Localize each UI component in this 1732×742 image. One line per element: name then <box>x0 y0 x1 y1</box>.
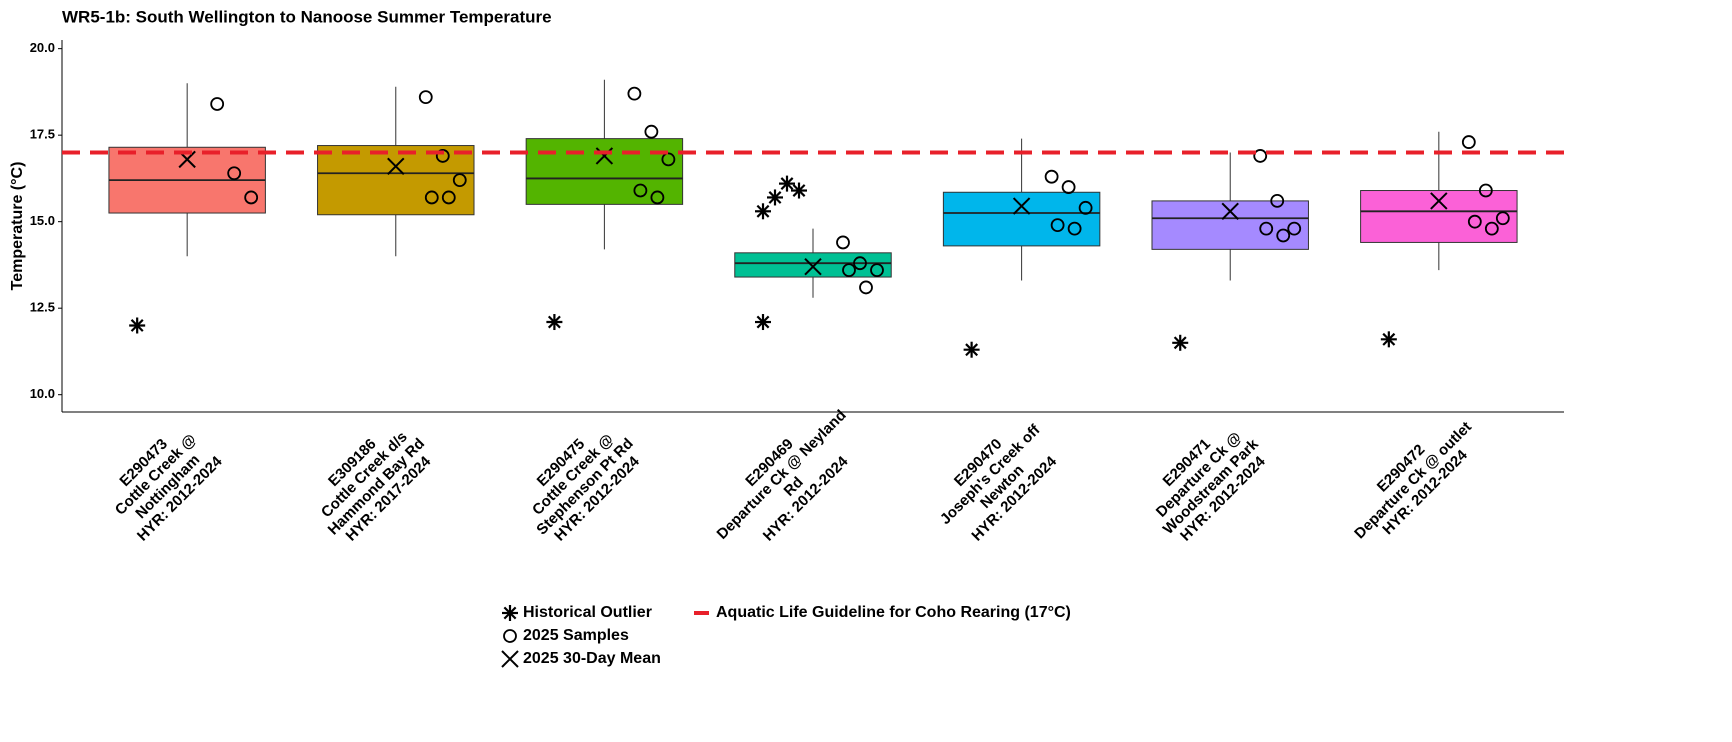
cross-stroke <box>387 157 405 176</box>
cross-stroke <box>501 650 519 668</box>
sample <box>1078 200 1093 215</box>
sample <box>227 166 242 181</box>
star-stroke <box>1382 332 1396 346</box>
cross-stroke <box>178 150 196 169</box>
star-stroke <box>965 343 979 357</box>
star-stroke <box>768 191 782 204</box>
legend-label: 2025 Samples <box>523 627 629 644</box>
star-stroke <box>756 315 770 329</box>
sample <box>1276 228 1291 243</box>
sample <box>633 183 648 198</box>
mean <box>387 157 405 176</box>
outlier <box>779 175 795 192</box>
outlier <box>767 189 783 206</box>
mean <box>1221 202 1239 221</box>
x-tick-label-line: Departure Ck @ outlet <box>1351 419 1475 543</box>
box <box>317 145 475 216</box>
star-stroke <box>756 204 770 218</box>
star-stroke <box>547 315 561 329</box>
sample <box>650 190 665 205</box>
sample <box>644 124 659 139</box>
sample <box>1467 214 1482 229</box>
sample <box>441 190 456 205</box>
sample <box>1253 149 1268 163</box>
sample <box>424 190 439 205</box>
sample <box>435 149 450 163</box>
sample <box>1270 194 1285 208</box>
legend-label: 2025 30-Day Mean <box>523 650 661 667</box>
box <box>734 252 892 278</box>
sample <box>244 190 259 205</box>
y-tick-label: 17.5 <box>30 127 55 142</box>
y-tick-label: 12.5 <box>30 300 55 315</box>
y-axis-label: Temperature (°C) <box>9 162 26 291</box>
sample <box>1044 169 1059 184</box>
cross-stroke <box>1221 202 1239 221</box>
sample <box>1259 221 1274 236</box>
cross-stroke <box>1430 192 1448 210</box>
star-stroke <box>503 606 517 620</box>
outlier <box>791 182 807 199</box>
sample <box>1050 218 1065 233</box>
cross-stroke <box>1012 197 1031 215</box>
legend-outlier-icon <box>502 605 518 621</box>
box <box>525 138 684 205</box>
star-stroke <box>130 319 144 332</box>
mean <box>1430 192 1448 210</box>
outlier <box>129 317 146 334</box>
sample <box>1484 221 1499 236</box>
cross-stroke <box>804 257 822 276</box>
legend-label: Historical Outlier <box>523 604 652 621</box>
box <box>942 191 1101 247</box>
sample <box>836 235 850 250</box>
sample <box>842 263 856 278</box>
sample <box>1461 135 1476 149</box>
sample <box>1495 211 1510 226</box>
sample <box>1478 183 1493 198</box>
outlier <box>546 314 563 331</box>
outlier <box>963 341 980 358</box>
mean <box>804 257 822 276</box>
sample <box>1287 221 1302 236</box>
legend-mean-icon <box>501 650 519 668</box>
outlier <box>755 314 771 331</box>
star-stroke <box>792 184 806 197</box>
sample <box>452 173 467 188</box>
sample <box>870 263 884 278</box>
sample <box>1067 221 1082 236</box>
legend-label: Aquatic Life Guideline for Coho Rearing … <box>716 604 1071 621</box>
box <box>1360 190 1518 243</box>
legend-samples-icon <box>503 629 517 643</box>
outlier <box>755 203 771 220</box>
mean <box>1012 197 1031 215</box>
sample <box>1061 180 1076 194</box>
sample <box>418 90 433 104</box>
sample <box>661 152 676 167</box>
sample <box>859 280 873 295</box>
sample <box>210 97 225 111</box>
y-tick-label: 10.0 <box>30 386 55 401</box>
outlier <box>1172 334 1189 351</box>
y-tick-label: 20.0 <box>30 40 55 55</box>
y-tick-label: 15.0 <box>30 213 55 228</box>
star-stroke <box>780 177 794 191</box>
star-stroke <box>1173 336 1187 350</box>
sample <box>627 86 642 101</box>
outlier <box>1380 331 1397 348</box>
chart-title: WR5-1b: South Wellington to Nanoose Summ… <box>62 7 552 26</box>
sample <box>853 256 867 271</box>
